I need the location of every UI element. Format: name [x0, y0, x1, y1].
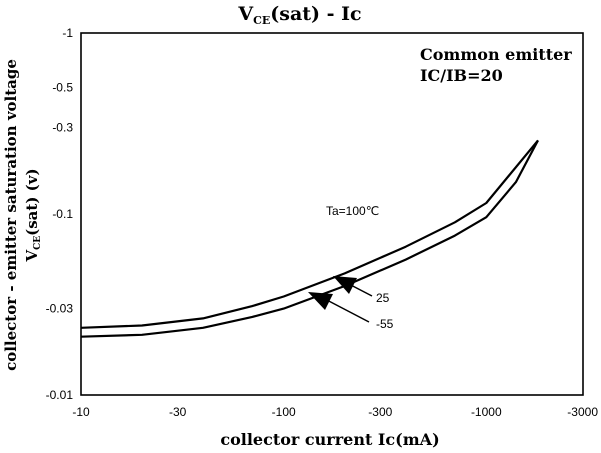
y-axis-label-line2-sub: CE [33, 236, 43, 250]
x-tick-label: -1000 [471, 405, 502, 419]
y-axis-label-line2-main: V [23, 250, 41, 263]
arrow-25-head [333, 276, 357, 294]
x-tick-label: -30 [169, 405, 187, 419]
annotation-line2: IC/IB=20 [420, 66, 503, 85]
y-tick-label: -1 [62, 26, 73, 40]
x-tick-labels: -10 -30 -100 -300 -1000 -3000 [72, 405, 598, 419]
y-tick-label: -0.3 [52, 121, 73, 135]
series-label-25: 25 [376, 291, 390, 305]
series-line-2 [80, 139, 539, 338]
y-tick-labels: -1 -0.5 -0.3 -0.1 -0.03 -0.01 [46, 26, 74, 402]
y-tick-label: -0.5 [52, 81, 73, 95]
chart-title-main: V [237, 3, 254, 25]
y-tick-label: -0.1 [52, 207, 73, 221]
data-curves [80, 139, 539, 338]
x-tick-label: -10 [72, 405, 90, 419]
arrow-minus55-line [322, 297, 370, 323]
plot-frame [80, 32, 584, 396]
y-axis-label-line2-rest: (sat) (v) [23, 168, 41, 235]
y-axis-label-line2: VCE(sat) (v) [23, 168, 43, 262]
annotation-line1: Common emitter [420, 45, 572, 64]
arrow-minus55 [308, 292, 370, 323]
y-axis-label-line1: collector - emitter saturation voltage [2, 59, 20, 371]
y-axis-label: collector - emitter saturation voltage V… [2, 59, 43, 371]
x-axis-label: collector current Ic(mA) [220, 430, 439, 449]
series-label-minus55: -55 [376, 317, 394, 331]
x-tick-label: -3000 [567, 405, 598, 419]
y-tick-label: -0.03 [46, 302, 74, 316]
y-tick-label: -0.01 [46, 388, 74, 402]
arrow-25 [333, 276, 373, 297]
chart-title-sub: CE [253, 14, 270, 27]
series-line-0 [80, 139, 539, 329]
chart-title-rest: (sat) - Ic [270, 3, 361, 25]
series-label-100c: Ta=100℃ [326, 204, 379, 218]
arrow-minus55-head [308, 292, 333, 310]
x-tick-label: -100 [272, 405, 296, 419]
x-tick-label: -300 [368, 405, 392, 419]
chart-title: VCE(sat) - Ic [237, 3, 361, 27]
